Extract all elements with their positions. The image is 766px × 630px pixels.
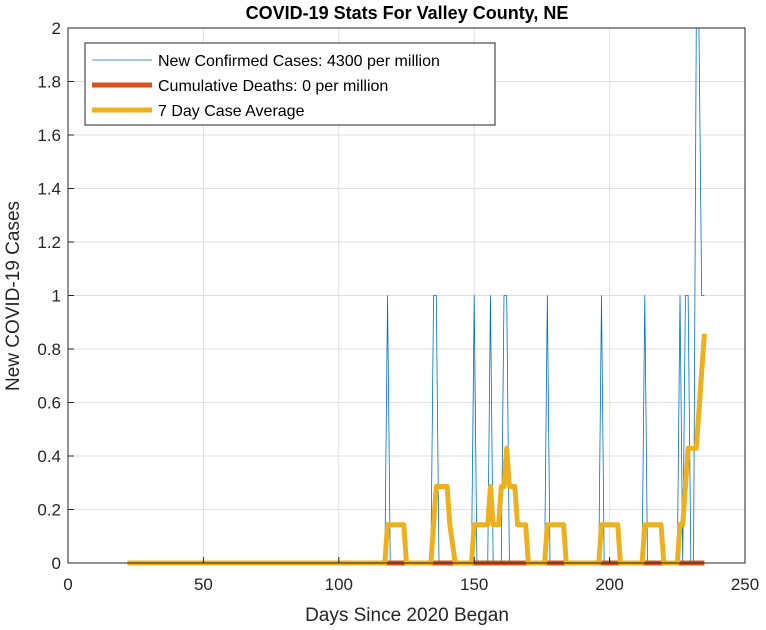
y-tick-label: 0.2 xyxy=(37,501,61,520)
series-line-new-cases xyxy=(127,27,705,564)
x-axis-label: Days Since 2020 Began xyxy=(305,605,509,626)
chart-title: COVID-19 Stats For Valley County, NE xyxy=(246,3,569,23)
legend-label-new-cases: New Confirmed Cases: 4300 per million xyxy=(158,53,440,70)
x-tick-label: 0 xyxy=(63,575,72,594)
x-tick-label: 100 xyxy=(325,575,353,594)
y-tick-label: 0.6 xyxy=(37,394,61,413)
series-line-seven-day-average xyxy=(127,333,707,566)
y-tick-label: 1.8 xyxy=(37,73,61,92)
legend-label-seven-day-average: 7 Day Case Average xyxy=(158,103,305,120)
x-tick-label: 50 xyxy=(194,575,213,594)
legend: New Confirmed Cases: 4300 per million Cum… xyxy=(84,42,496,126)
y-tick-label: 0.4 xyxy=(37,447,61,466)
x-tick-label: 250 xyxy=(731,575,759,594)
legend-box xyxy=(84,42,496,126)
x-tick-label: 200 xyxy=(595,575,623,594)
y-tick-label: 1.2 xyxy=(37,233,61,252)
y-axis-label: New COVID-19 Cases xyxy=(3,201,24,391)
y-tick-label: 0 xyxy=(52,554,61,573)
y-tick-label: 1 xyxy=(52,287,61,306)
legend-label-cumulative-deaths: Cumulative Deaths: 0 per million xyxy=(158,78,388,95)
y-tick-label: 1.6 xyxy=(37,126,61,145)
y-tick-label: 0.8 xyxy=(37,340,61,359)
y-tick-label: 1.4 xyxy=(37,180,61,199)
tick-labels: 0 50 100 150 200 250 0 0.2 0.4 0.6 0.8 1 1.2 1.4 1.6 1.… xyxy=(37,19,759,594)
y-tick-label: 2 xyxy=(52,19,61,38)
x-tick-label: 150 xyxy=(460,575,488,594)
